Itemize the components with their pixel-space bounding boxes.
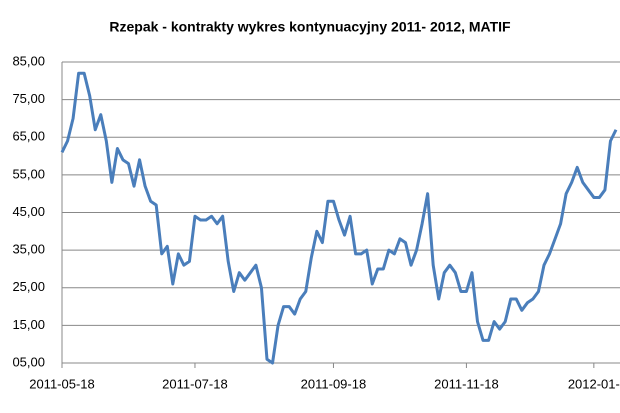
x-tick-label: 2011-05-18 — [29, 376, 95, 391]
y-tick-label: 55,00 — [12, 166, 45, 181]
x-tick-label: 2011-07-18 — [162, 376, 228, 391]
data-line — [60, 71, 618, 365]
y-tick-label: 25,00 — [12, 279, 45, 294]
y-tick-label: 85,00 — [12, 53, 45, 68]
x-tick-label: 2011-11-18 — [434, 376, 499, 391]
y-tick-label: 75,00 — [12, 91, 45, 106]
y-tick-label: 05,00 — [12, 354, 45, 369]
y-tick-label: 65,00 — [12, 129, 45, 144]
y-tick-label: 45,00 — [12, 204, 45, 219]
y-tick-label: 35,00 — [12, 242, 45, 257]
chart-title: Rzepak - kontrakty wykres kontynuacyjny … — [109, 19, 511, 35]
y-tick-label: 15,00 — [12, 317, 45, 332]
x-tick-label: 2011-09-18 — [301, 376, 367, 391]
x-tick-label: 2012-01- — [568, 376, 620, 391]
